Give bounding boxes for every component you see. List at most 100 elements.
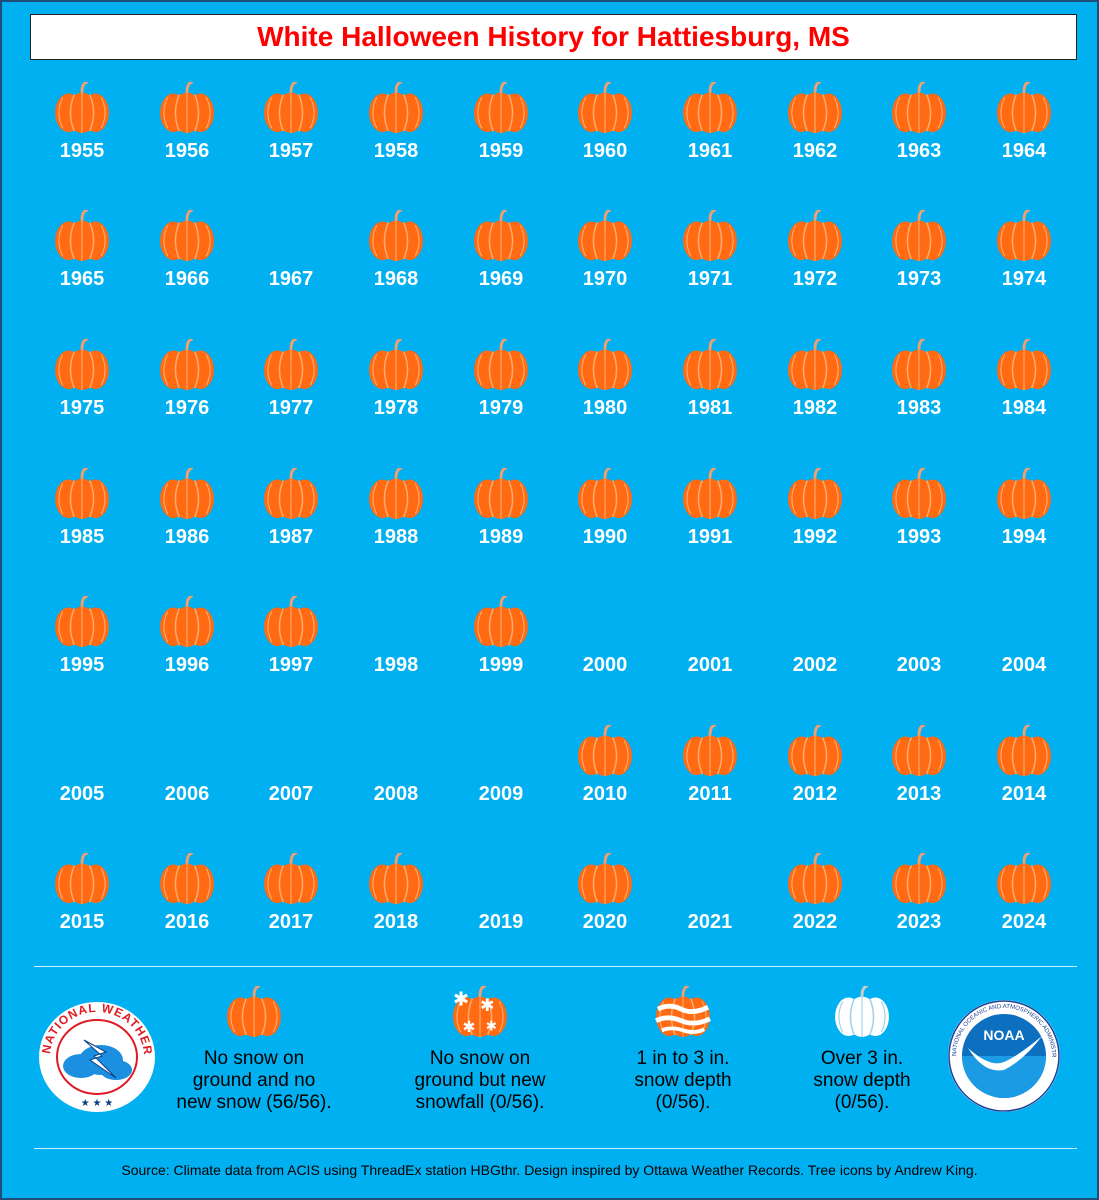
year-label: 2015 (59, 911, 105, 933)
year-label: 1969 (478, 268, 524, 290)
year-label: 1965 (59, 268, 105, 290)
pumpkin-icon (369, 853, 423, 905)
pumpkin-icon (160, 210, 214, 262)
year-cell-2018: 2018 (344, 853, 448, 963)
legend-item-icon-wrap (830, 986, 894, 1038)
year-label: 1956 (164, 140, 210, 162)
year-cell-1966: 1966 (135, 210, 239, 320)
year-cell-1985: 1985 (30, 468, 134, 578)
pumpkin-icon (264, 339, 318, 391)
pumpkin-icon (474, 210, 528, 262)
year-label: 2013 (896, 783, 942, 805)
year-cell-2009: 2009 (449, 725, 553, 835)
year-label: 1983 (896, 397, 942, 419)
year-cell-1990: 1990 (553, 468, 657, 578)
year-cell-1998: 1998 (344, 596, 448, 706)
pumpkin-icon (55, 339, 109, 391)
year-label: 1999 (478, 654, 524, 676)
year-label: 1971 (687, 268, 733, 290)
year-label: 2004 (1001, 654, 1047, 676)
legend-label-line: new snow (56/56). (176, 1092, 332, 1113)
pumpkin-icon (683, 725, 737, 777)
year-label: 1986 (164, 526, 210, 548)
pumpkin-icon (474, 468, 528, 520)
year-cell-1980: 1980 (553, 339, 657, 449)
pumpkin-icon (160, 853, 214, 905)
year-label: 1972 (792, 268, 838, 290)
source-note: Source: Climate data from ACIS using Thr… (121, 1162, 978, 1178)
year-cell-2006: 2006 (135, 725, 239, 835)
legend-label-line: snow depth (634, 1070, 732, 1091)
year-label: 2012 (792, 783, 838, 805)
nws-logo-icon: NATIONAL WEATHER SERVICE ★ ★ ★ (36, 1000, 155, 1112)
year-cell-1986: 1986 (135, 468, 239, 578)
year-cell-1974: 1974 (972, 210, 1076, 320)
year-cell-2010: 2010 (553, 725, 657, 835)
year-cell-1981: 1981 (658, 339, 762, 449)
legend-label-line: (0/56). (655, 1092, 711, 1113)
svg-text:✱: ✱ (480, 996, 495, 1016)
year-label: 1978 (373, 397, 419, 419)
year-label: 1990 (582, 526, 628, 548)
pumpkin-icon (369, 210, 423, 262)
legend-label: Over 3 in. snow depth (0/56). (787, 1048, 937, 1114)
year-cell-1989: 1989 (449, 468, 553, 578)
year-cell-1957: 1957 (239, 82, 343, 192)
year-cell-2007: 2007 (239, 725, 343, 835)
year-cell-1979: 1979 (449, 339, 553, 449)
pumpkin-icon (160, 339, 214, 391)
year-label: 1970 (582, 268, 628, 290)
year-cell-1977: 1977 (239, 339, 343, 449)
year-label: 2003 (896, 654, 942, 676)
year-cell-2014: 2014 (972, 725, 1076, 835)
year-cell-1963: 1963 (867, 82, 971, 192)
year-cell-1955: 1955 (30, 82, 134, 192)
legend-label: 1 in to 3 in. snow depth (0/56). (603, 1048, 763, 1114)
legend-label-line: snowfall (0/56). (415, 1092, 545, 1113)
year-label: 2009 (478, 783, 524, 805)
year-label: 1960 (582, 140, 628, 162)
year-cell-1993: 1993 (867, 468, 971, 578)
year-label: 2010 (582, 783, 628, 805)
year-label: 1955 (59, 140, 105, 162)
legend-item-icon-wrap (651, 986, 715, 1038)
year-label: 1989 (478, 526, 524, 548)
pumpkin-icon (683, 339, 737, 391)
legend-label-line: 1 in to 3 in. (636, 1048, 730, 1069)
year-cell-2008: 2008 (344, 725, 448, 835)
year-label: 1964 (1001, 140, 1047, 162)
year-cell-1971: 1971 (658, 210, 762, 320)
year-cell-1991: 1991 (658, 468, 762, 578)
legend-label-line: snow depth (813, 1070, 911, 1091)
year-label: 1967 (268, 268, 314, 290)
svg-text:★ ★ ★: ★ ★ ★ (81, 1098, 113, 1109)
legend-label: No snow on ground and no new snow (56/56). (154, 1048, 354, 1114)
legend-item-icon-wrap (222, 986, 286, 1038)
year-label: 1987 (268, 526, 314, 548)
year-label: 1957 (268, 140, 314, 162)
pumpkin-icon (892, 853, 946, 905)
year-label: 1961 (687, 140, 733, 162)
year-cell-1978: 1978 (344, 339, 448, 449)
year-label: 1985 (59, 526, 105, 548)
pumpkin-icon (160, 468, 214, 520)
year-cell-1970: 1970 (553, 210, 657, 320)
pumpkin-icon (683, 210, 737, 262)
year-cell-1962: 1962 (763, 82, 867, 192)
snowflake-pumpkin-icon: ✱ ✱✱ ✱ (453, 986, 507, 1038)
year-label: 1992 (792, 526, 838, 548)
title-box: White Halloween History for Hattiesburg,… (30, 14, 1077, 60)
year-label: 1980 (582, 397, 628, 419)
pumpkin-icon (264, 596, 318, 648)
year-cell-1965: 1965 (30, 210, 134, 320)
year-label: 1996 (164, 654, 210, 676)
year-cell-1969: 1969 (449, 210, 553, 320)
year-cell-1982: 1982 (763, 339, 867, 449)
year-label: 2023 (896, 911, 942, 933)
year-label: 2020 (582, 911, 628, 933)
pumpkin-icon (892, 339, 946, 391)
legend-item-icon-wrap: ✱ ✱ ✱ ✱ (448, 986, 512, 1038)
year-cell-1988: 1988 (344, 468, 448, 578)
year-cell-1975: 1975 (30, 339, 134, 449)
